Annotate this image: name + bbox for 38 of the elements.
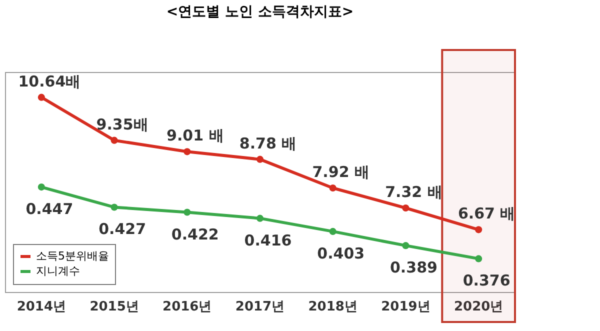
point bbox=[402, 204, 410, 212]
data-label: 0.389 bbox=[390, 258, 438, 277]
data-label: 7.92 배 bbox=[312, 163, 370, 181]
data-label: 0.416 bbox=[244, 231, 292, 250]
data-label: 0.403 bbox=[317, 244, 365, 262]
x-tick-label: 2018년 bbox=[308, 300, 358, 314]
x-tick-label: 2019년 bbox=[381, 300, 430, 314]
x-tick-label: 2017년 bbox=[235, 300, 285, 314]
data-label: 7.32 배 bbox=[385, 183, 442, 201]
x-tick-label: 2016년 bbox=[162, 300, 212, 314]
data-label: 9.01 배 bbox=[166, 126, 224, 145]
point bbox=[184, 208, 191, 216]
data-label: 8.78 배 bbox=[239, 134, 297, 152]
x-tick-label: 2014년 bbox=[16, 300, 66, 314]
point bbox=[402, 242, 410, 250]
point bbox=[329, 184, 336, 192]
point bbox=[329, 228, 336, 235]
data-label: 9.35배 bbox=[96, 115, 148, 134]
data-label: 6.67 배 bbox=[458, 204, 516, 223]
legend-label: 지니계수 bbox=[36, 264, 80, 278]
point bbox=[184, 148, 191, 156]
point bbox=[110, 204, 118, 211]
point bbox=[38, 184, 45, 191]
data-label: 10.64배 bbox=[18, 72, 81, 90]
x-tick-label: 2020년 bbox=[454, 300, 504, 314]
data-label: 0.447 bbox=[26, 200, 74, 218]
point bbox=[38, 94, 45, 101]
point bbox=[475, 255, 482, 262]
data-label: 0.376 bbox=[462, 272, 510, 290]
x-tick-label: 2015년 bbox=[90, 300, 139, 314]
point bbox=[256, 156, 264, 163]
point bbox=[110, 136, 118, 144]
chart-title: <연도별 노인 소득격차지표> bbox=[166, 4, 354, 20]
point bbox=[256, 214, 264, 222]
point bbox=[475, 226, 482, 234]
data-label: 0.422 bbox=[171, 225, 219, 244]
data-label: 0.427 bbox=[98, 220, 146, 238]
legend-label: 소득5분위배율 bbox=[36, 250, 109, 262]
